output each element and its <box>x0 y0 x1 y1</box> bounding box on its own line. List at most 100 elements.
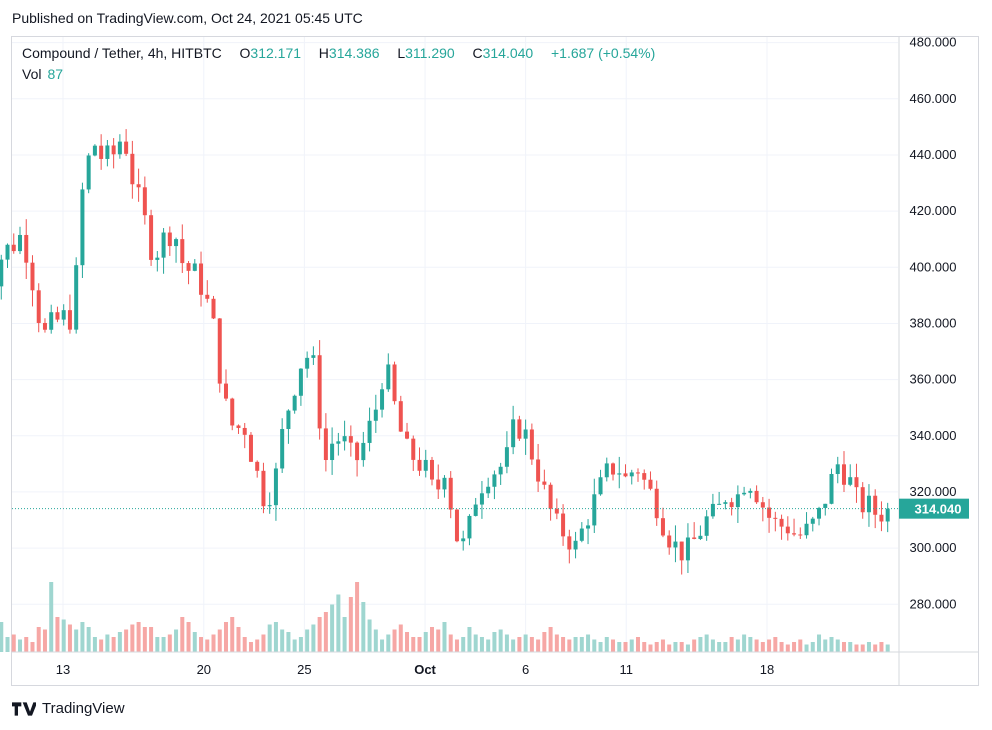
candle-body <box>92 145 97 156</box>
volume-bar <box>448 634 453 652</box>
volume-bar <box>192 632 197 652</box>
candle-body <box>230 398 235 426</box>
candle-body <box>798 534 803 536</box>
candle-body <box>242 427 247 435</box>
volume-bar <box>723 642 728 652</box>
volume-bar <box>642 642 647 652</box>
volume-bar <box>373 629 378 652</box>
candle-body <box>611 463 616 475</box>
volume-bar <box>342 617 347 652</box>
volume-bar <box>99 639 104 652</box>
candle-body <box>579 528 584 541</box>
volume-bar <box>548 627 553 652</box>
volume-bar <box>136 622 141 652</box>
candle-body <box>155 257 160 260</box>
volume-bar <box>623 642 628 652</box>
candle-body <box>217 318 222 384</box>
candle-body <box>373 409 378 421</box>
candle-body <box>792 533 797 535</box>
volume-bar <box>754 639 759 652</box>
candle-body <box>873 495 878 515</box>
candle-body <box>698 535 703 539</box>
volume-bar <box>773 637 778 652</box>
candle-body <box>629 472 634 477</box>
volume-bar <box>186 622 191 652</box>
volume-bar <box>760 642 765 652</box>
volume-bar <box>323 612 328 652</box>
volume-bar <box>785 644 790 652</box>
volume-bar <box>498 629 503 652</box>
candle-body <box>199 263 204 295</box>
candle-body <box>248 434 253 462</box>
candle-body <box>542 481 547 485</box>
y-tick-label: 440.000 <box>910 147 957 162</box>
candle-body <box>866 495 871 513</box>
candle-body <box>667 535 672 548</box>
candle-body <box>723 502 728 504</box>
candle-body <box>30 262 35 291</box>
volume-bar <box>467 627 472 652</box>
y-tick-label: 340.000 <box>910 428 957 443</box>
volume-bars <box>0 582 890 652</box>
candle-body <box>648 479 653 489</box>
candle-body <box>617 473 622 475</box>
volume-bar <box>355 582 360 652</box>
candle-body <box>386 364 391 390</box>
candle-body <box>161 232 166 258</box>
candle-body <box>523 429 528 439</box>
last-price-tag-label: 314.040 <box>915 502 962 517</box>
volume-bar <box>654 642 659 652</box>
volume-bar <box>860 644 865 652</box>
tradingview-logo-icon <box>12 701 36 716</box>
candle-body <box>492 474 497 487</box>
candle-body <box>592 494 597 526</box>
volume-bar <box>361 602 366 652</box>
candle-body <box>348 436 353 443</box>
candle-body <box>49 312 54 330</box>
candle-body <box>536 459 541 482</box>
volume-bar <box>0 622 4 652</box>
volume-bar <box>255 639 260 652</box>
volume-bar <box>80 622 85 652</box>
candle-body <box>417 459 422 471</box>
grid-lines <box>12 37 898 652</box>
volume-bar <box>542 632 547 652</box>
candle-body <box>654 488 659 519</box>
volume-bar <box>92 637 97 652</box>
candle-body <box>448 477 453 510</box>
symbol-title[interactable]: Compound / Tether, 4h, HITBTC <box>22 45 222 61</box>
candle-body <box>679 541 684 561</box>
x-tick-label: 11 <box>619 662 633 677</box>
volume-bar <box>273 622 278 652</box>
volume-bar <box>829 637 834 652</box>
candle-body <box>323 428 328 461</box>
volume-bar <box>174 629 179 652</box>
candle-body <box>223 383 228 399</box>
y-tick-label: 280.000 <box>910 596 957 611</box>
candle-body <box>149 215 154 260</box>
candle-body <box>205 294 210 299</box>
volume-bar <box>873 644 878 652</box>
candle-body <box>442 477 447 490</box>
volume-bar <box>586 634 591 652</box>
last-price-tag-bg <box>899 498 969 519</box>
candle-body <box>467 515 472 539</box>
volume-bar <box>710 639 715 652</box>
volume-bar <box>405 632 410 652</box>
x-tick-label: 18 <box>760 662 774 677</box>
candle-body <box>42 322 47 330</box>
volume-bar <box>74 629 79 652</box>
candle-body <box>598 477 603 495</box>
high-label: H <box>318 45 329 61</box>
volume-bar <box>685 644 690 652</box>
volume-bar <box>30 642 35 652</box>
published-caption: Published on TradingView.com, Oct 24, 20… <box>12 10 363 26</box>
candle-body <box>136 184 141 188</box>
volume-bar <box>292 639 297 652</box>
volume-bar <box>673 642 678 652</box>
volume-bar <box>479 637 484 652</box>
tradingview-brand[interactable]: TradingView <box>12 700 125 717</box>
volume-bar <box>230 617 235 652</box>
candle-body <box>685 537 690 561</box>
